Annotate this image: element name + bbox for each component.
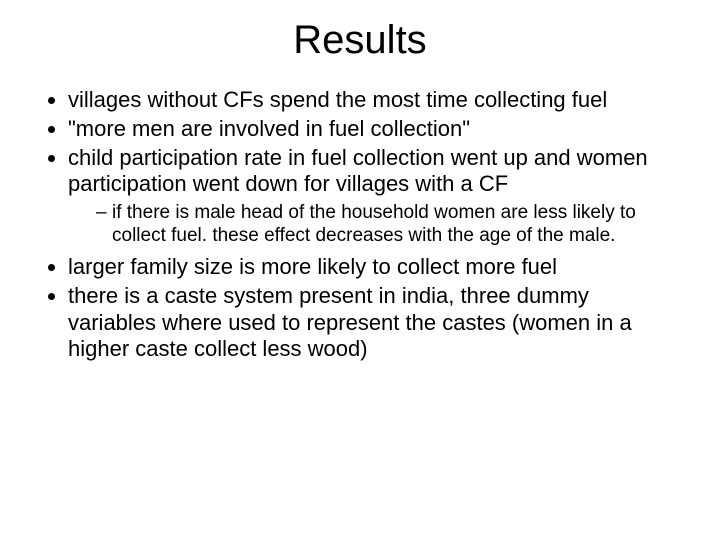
bullet-item: there is a caste system present in india… — [68, 283, 680, 363]
slide: Results villages without CFs spend the m… — [0, 0, 720, 540]
bullet-item: villages without CFs spend the most time… — [68, 87, 680, 114]
bullet-item: child participation rate in fuel collect… — [68, 145, 680, 248]
bullet-list: villages without CFs spend the most time… — [40, 87, 680, 363]
bullet-item: larger family size is more likely to col… — [68, 254, 680, 281]
sub-bullet-list: if there is male head of the household w… — [68, 202, 680, 248]
sub-bullet-item: if there is male head of the household w… — [96, 202, 680, 248]
bullet-text: child participation rate in fuel collect… — [68, 145, 648, 197]
slide-title: Results — [40, 18, 680, 63]
bullet-item: "more men are involved in fuel collectio… — [68, 116, 680, 143]
